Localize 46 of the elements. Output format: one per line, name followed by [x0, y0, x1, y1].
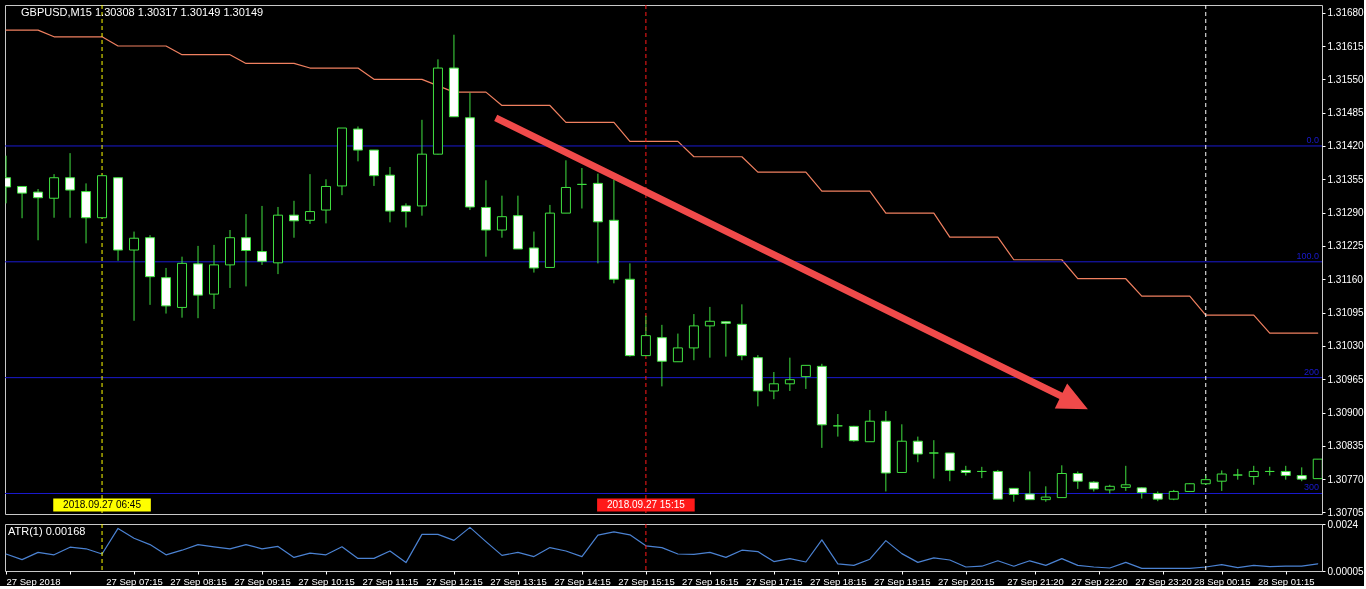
annotation: 100.0 — [1296, 250, 1319, 261]
y-tick-label: 1.30965 — [1327, 373, 1365, 385]
x-tick-label: 28 Sep 01:15 — [1257, 575, 1315, 587]
x-tick-label: 27 Sep 15:15 — [618, 575, 675, 587]
chart-title: GBPUSD,M15 1.30308 1.30317 1.30149 1.30149 — [21, 6, 264, 18]
y-tick-label: 1.31485 — [1327, 107, 1365, 119]
x-tick-label: 27 Sep 17:15 — [746, 575, 803, 587]
chart-title: ATR(1) 0.00168 — [8, 525, 86, 537]
y-tick-label: 1.31225 — [1327, 240, 1365, 252]
y-tick-label: 1.31420 — [1327, 140, 1365, 152]
y-tick-label: 1.31095 — [1327, 307, 1365, 319]
x-tick-label: 27 Sep 18:15 — [810, 575, 867, 587]
y-tick-label: 0.00005 — [1327, 565, 1365, 577]
x-tick-label: 28 Sep 00:15 — [1193, 575, 1251, 587]
y-tick-label: 1.31615 — [1327, 40, 1365, 52]
x-tick-label: 27 Sep 2018 — [6, 575, 61, 587]
x-tick-label: 27 Sep 19:15 — [874, 575, 931, 587]
y-tick-label: 0.0024 — [1327, 518, 1359, 530]
y-tick-label: 1.30900 — [1327, 407, 1365, 419]
x-tick-label: 27 Sep 16:15 — [682, 575, 739, 587]
x-tick-label: 27 Sep 22:20 — [1071, 575, 1128, 587]
x-tick-label: 27 Sep 09:15 — [234, 575, 291, 587]
x-tick-label: 27 Sep 11:15 — [362, 575, 419, 587]
ref-line-label: 2018.09.27 06:45 — [63, 499, 142, 510]
x-tick-label: 27 Sep 07:15 — [106, 575, 163, 587]
y-tick-label: 1.31680 — [1327, 7, 1365, 19]
y-tick-label: 1.31550 — [1327, 73, 1365, 85]
x-tick-label: 27 Sep 10:15 — [298, 575, 355, 587]
x-tick-label: 27 Sep 12:15 — [426, 575, 483, 587]
y-tick-label: 1.31290 — [1327, 207, 1365, 219]
annotation: 200 — [1303, 366, 1319, 377]
y-tick-label: 1.30770 — [1327, 473, 1365, 485]
x-tick-label: 27 Sep 21:20 — [1007, 575, 1064, 587]
y-tick-label: 1.31355 — [1327, 173, 1365, 185]
x-tick-label: 27 Sep 08:15 — [170, 575, 227, 587]
y-tick-label: 1.31030 — [1327, 340, 1365, 352]
x-tick-label: 27 Sep 13:15 — [490, 575, 547, 587]
y-tick-label: 1.30835 — [1327, 440, 1365, 452]
x-tick-label: 27 Sep 20:15 — [938, 575, 995, 587]
x-tick-label: 27 Sep 23:20 — [1135, 575, 1192, 587]
y-tick-label: 1.30705 — [1327, 506, 1365, 518]
annotation: 0.0 — [1306, 134, 1319, 145]
x-tick-label: 27 Sep 14:15 — [554, 575, 611, 587]
ref-line-label: 2018.09.27 15:15 — [606, 499, 686, 510]
y-tick-label: 1.31160 — [1327, 273, 1364, 285]
annotation: 300 — [1303, 482, 1319, 493]
